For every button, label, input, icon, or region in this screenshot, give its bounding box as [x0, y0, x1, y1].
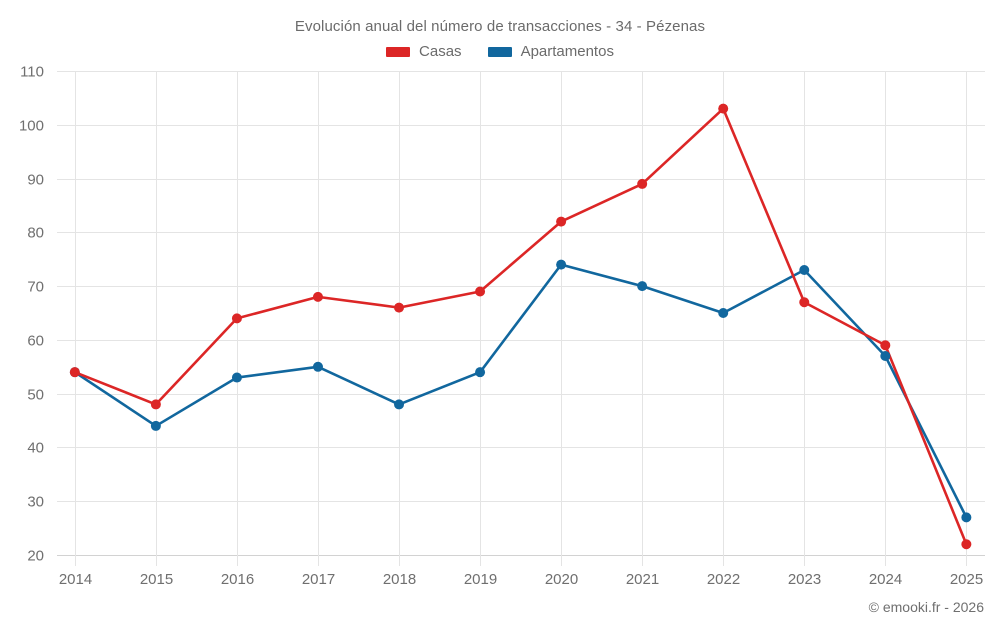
legend-item-apartamentos[interactable]: Apartamentos: [487, 43, 614, 60]
y-axis-tick-label: 30: [27, 494, 44, 511]
data-point-apartamentos-2021[interactable]: [637, 281, 648, 292]
y-axis-tick-label: 50: [27, 387, 44, 404]
data-point-casas-2024[interactable]: [880, 340, 891, 351]
legend-swatch-casas: [386, 46, 411, 57]
data-point-apartamentos-2019[interactable]: [475, 367, 486, 378]
data-point-casas-2022[interactable]: [718, 103, 729, 114]
x-axis-tick-label: 2018: [383, 571, 416, 588]
data-point-casas-2016[interactable]: [231, 313, 242, 324]
data-point-apartamentos-2022[interactable]: [718, 308, 729, 318]
footer-credit: © emooki.fr - 2026: [868, 599, 984, 615]
gridlines: [57, 71, 985, 566]
chart-title: Evolución anual del número de transaccio…: [294, 18, 706, 35]
y-axis-tick-label: 60: [27, 333, 44, 350]
data-point-apartamentos-2015[interactable]: [150, 420, 161, 431]
data-point-casas-2019[interactable]: [475, 286, 486, 297]
y-axis-ticks: 20 30 40 50 60 70 80 90 100 110: [19, 64, 44, 565]
data-point-casas-2021[interactable]: [637, 178, 648, 189]
y-axis-tick-label: 110: [20, 64, 44, 81]
data-point-casas-2015[interactable]: [150, 399, 161, 410]
x-axis-tick-label: 2020: [545, 571, 578, 588]
legend-label-apartamentos: Apartamentos: [520, 43, 614, 60]
x-axis-tick-label: 2021: [626, 571, 659, 588]
legend-item-casas[interactable]: Casas: [386, 44, 462, 59]
y-axis-tick-label: 70: [27, 279, 44, 296]
chart-legend: Casas Apartamentos: [0, 44, 1000, 59]
x-axis-tick-label: 2016: [221, 571, 254, 588]
x-axis-tick-label: 2015: [140, 571, 173, 588]
data-point-casas-2025[interactable]: [961, 539, 972, 550]
x-axis-tick-label: 2017: [302, 571, 335, 588]
x-axis-tick-label: 2024: [869, 571, 902, 588]
data-point-apartamentos-2017[interactable]: [312, 361, 323, 372]
data-point-apartamentos-2024[interactable]: [880, 351, 891, 362]
x-axis-tick-label: 2023: [788, 571, 821, 588]
y-axis-tick-label: 40: [27, 440, 44, 457]
y-axis-tick-label: 90: [27, 172, 44, 189]
x-axis-tick-label: 2014: [59, 571, 92, 588]
data-point-apartamentos-2018[interactable]: [394, 399, 405, 410]
x-axis-ticks: 2014 2015 2016 2017 2018 2019 2020 2021 2022 2023…: [59, 571, 983, 588]
data-point-apartamentos-2016[interactable]: [231, 372, 242, 383]
x-axis-tick-label: 2022: [707, 571, 740, 588]
data-point-casas-2014[interactable]: [69, 367, 80, 378]
data-point-apartamentos-2020[interactable]: [556, 259, 567, 270]
data-point-apartamentos-2025[interactable]: [961, 512, 972, 523]
y-axis-tick-label: 100: [19, 118, 44, 135]
x-axis-tick-label: 2025: [950, 571, 983, 588]
legend-label-casas: Casas: [419, 43, 462, 60]
data-point-casas-2018[interactable]: [394, 302, 405, 313]
data-point-casas-2017[interactable]: [312, 291, 323, 302]
data-point-casas-2023[interactable]: [799, 297, 810, 308]
data-point-casas-2020[interactable]: [556, 216, 567, 227]
series-line-casas: [73, 107, 968, 546]
y-axis-tick-label: 80: [27, 225, 44, 242]
data-point-apartamentos-2023[interactable]: [799, 264, 810, 275]
x-axis-tick-label: 2019: [464, 571, 497, 588]
legend-swatch-apartamentos: [487, 46, 512, 57]
y-axis-tick-label: 20: [27, 548, 44, 565]
series-line-apartamentos: [73, 263, 968, 519]
data-series: [69, 103, 972, 550]
